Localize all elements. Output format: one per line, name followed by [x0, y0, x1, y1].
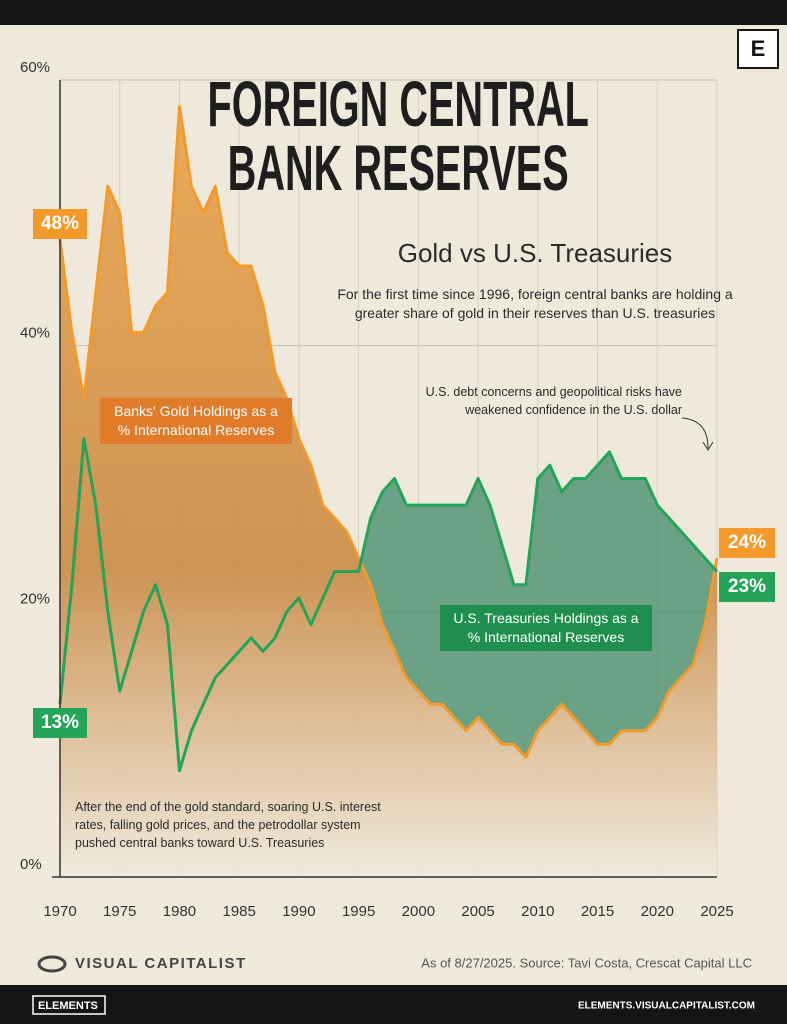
y-tick-label: 60% [20, 59, 50, 76]
title: FOREIGN CENTRAL BANK RESERVES [207, 68, 589, 204]
badge-box [32, 995, 106, 1015]
brand-icon [37, 955, 67, 973]
line [58, 105, 719, 759]
x-tick-label: 2010 [521, 903, 554, 920]
area [60, 106, 717, 878]
x-tick-label: 1990 [282, 903, 315, 920]
y-tick-label: 0% [20, 856, 42, 873]
top-bar [0, 0, 787, 25]
end-label: 24% [719, 528, 775, 558]
x-tick-label: 2005 [461, 903, 494, 920]
badge: ELEMENTS [38, 1000, 98, 1012]
logo: E [751, 36, 766, 61]
source: As of 8/27/2025. Source: Tavi Costa, Cre… [421, 955, 752, 970]
arrow [681, 417, 714, 451]
x-tick-label: 2025 [700, 903, 733, 920]
y-tick-label: 20% [20, 590, 50, 607]
annotation: U.S. debt concerns and geopolitical risk… [425, 385, 682, 417]
url: ELEMENTS.VISUALCAPITALIST.COM [578, 1001, 755, 1012]
x-tick-label: 2000 [402, 903, 435, 920]
x-tick-label: 1970 [43, 903, 76, 920]
bottom-bar [0, 985, 787, 1024]
description: For the first time since 1996, foreign c… [337, 286, 733, 321]
end-label: 23% [719, 572, 775, 602]
subtitle: Gold vs U.S. Treasuries [397, 238, 673, 268]
legend-item: Banks' Gold Holdings as a % Internationa… [100, 398, 292, 444]
start-label: 13% [33, 708, 87, 738]
start-label: 48% [33, 209, 87, 239]
x-tick-label: 1975 [103, 903, 136, 920]
x-tick-label: 2020 [641, 903, 674, 920]
x-tick-label: 1995 [342, 903, 375, 920]
y-tick-label: 40% [20, 325, 50, 342]
x-tick-label: 1985 [222, 903, 255, 920]
x-tick-label: 2015 [581, 903, 614, 920]
brand: VISUAL CAPITALIST [75, 955, 247, 972]
line [58, 437, 719, 773]
legend-item: U.S. Treasuries Holdings as a % Internat… [440, 605, 652, 651]
annotation: After the end of the gold standard, soar… [75, 800, 381, 850]
x-tick-label: 1980 [163, 903, 196, 920]
logo-box [737, 29, 779, 69]
